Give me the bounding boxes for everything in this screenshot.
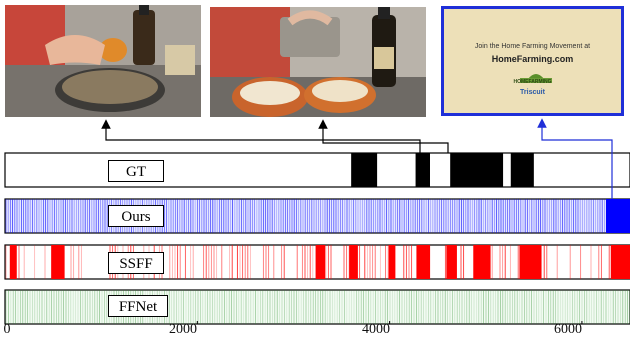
ssff-segment	[610, 245, 630, 279]
ssff-segment	[315, 245, 326, 279]
cooking-scene-1-icon	[5, 5, 201, 117]
ssff-segment	[519, 245, 542, 279]
leaf-logo-icon	[520, 74, 552, 83]
x-tick-label: 0	[3, 322, 11, 337]
ssff-segment	[446, 245, 457, 279]
ssff-segment	[416, 245, 430, 279]
cooking-frame-1-thumbnail	[5, 5, 201, 117]
ssff-row-label: SSFF	[108, 252, 164, 274]
ours-segment	[605, 199, 630, 233]
home-farming-logo	[520, 69, 552, 83]
ssff-segment	[473, 245, 491, 279]
ad-line-2: HomeFarming.com	[491, 54, 574, 64]
ssff-segment	[388, 245, 396, 279]
x-tick-label: 6000	[554, 322, 582, 337]
connector-arrow-frame-1	[101, 119, 421, 153]
connector-arrow-ad	[537, 118, 613, 199]
cooking-scene-2-icon	[210, 7, 426, 117]
cooking-frame-2-thumbnail	[210, 7, 426, 117]
connector-arrow-frame-2	[318, 119, 449, 153]
gt-segment	[351, 153, 378, 187]
ours-row-label: Ours	[108, 205, 164, 227]
gt-segment	[450, 153, 504, 187]
ffnet-row-label: FFNet	[108, 295, 168, 317]
ad-logo-text: HOMEFARMING	[513, 79, 552, 85]
x-tick-label: 4000	[362, 322, 390, 337]
ad-line-1: Join the Home Farming Movement at	[474, 43, 591, 50]
gt-segment	[510, 153, 534, 187]
ssff-segment	[349, 245, 358, 279]
x-tick-label: 2000	[169, 322, 197, 337]
gt-segment	[415, 153, 430, 187]
ssff-segment	[9, 245, 17, 279]
ssff-segment	[51, 245, 65, 279]
gt-row-bar	[4, 152, 630, 188]
gt-row-label: GT	[108, 160, 164, 182]
ad-brand: Triscuit	[520, 89, 545, 96]
advertisement-thumbnail: Join the Home Farming Movement at HomeFa…	[441, 6, 624, 116]
